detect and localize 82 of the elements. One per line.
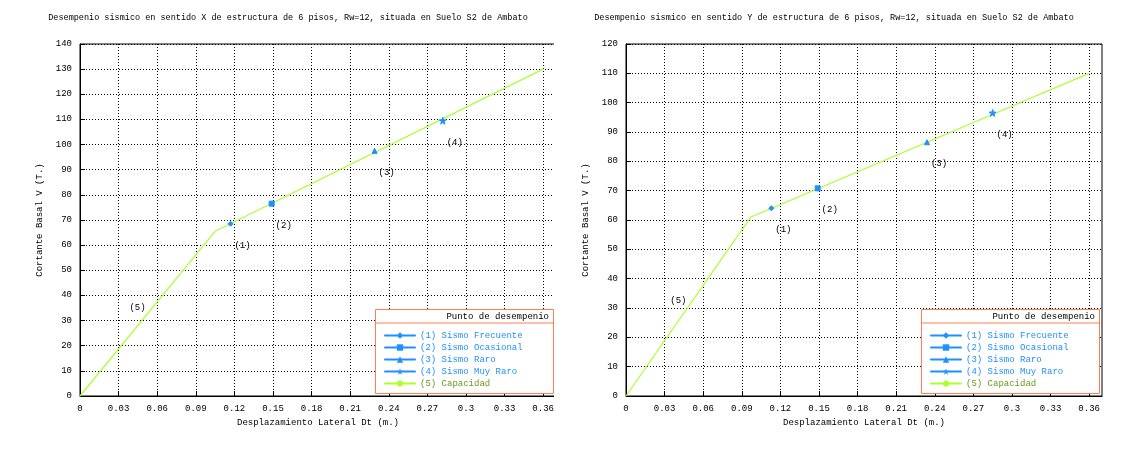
x-tick-label: 0.3 (1003, 403, 1021, 414)
y-tick-label: 10 (607, 361, 618, 372)
y-tick-label: 50 (607, 244, 618, 255)
x-tick-label: 0.15 (262, 403, 284, 414)
y-tick-label: 0 (66, 391, 72, 401)
y-tick-label: 50 (61, 265, 72, 276)
x-tick-label: 0.18 (300, 403, 323, 414)
x-tick-label: 0.24 (377, 403, 400, 414)
legend-title: Punto de desempenio (446, 311, 550, 322)
y-tick-label: 80 (607, 156, 618, 167)
y-tick-label: 10 (61, 365, 72, 376)
y-tick-label: 60 (607, 215, 618, 225)
x-tick-label: 0.27 (416, 403, 439, 414)
y-tick-label: 20 (607, 332, 618, 343)
x-tick-label: 0.03 (107, 403, 130, 414)
legend-label: (5) Capacidad (966, 378, 1037, 389)
legend-label: (3) Sismo Raro (966, 354, 1042, 365)
y-tick-label: 100 (55, 139, 72, 150)
x-tick-label: 0.03 (653, 403, 676, 414)
y-tick-label: 0 (612, 391, 618, 401)
x-tick-label: 0.27 (962, 403, 985, 414)
y-tick-label: 110 (601, 68, 618, 79)
x-tick-label: 0.06 (692, 403, 714, 414)
legend-label: (1) Sismo Frecuente (420, 330, 523, 341)
annotation: (5) (129, 302, 146, 313)
legend-label: (4) Sismo Muy Raro (420, 366, 518, 377)
y-axis-title: Cortante Basal V (T.) (581, 163, 592, 277)
x-tick-label: 0.06 (146, 403, 168, 414)
y-tick-label: 110 (55, 114, 72, 125)
x-tick-label: 0.3 (457, 403, 475, 414)
chart-title: Desempenio sismico en sentido X de estructura de 6 pisos, Rw=12, situada en Suelo S2 de Ambato (48, 12, 528, 23)
y-tick-label: 120 (55, 89, 72, 100)
y-axis-title: Cortante Basal V (T.) (35, 163, 46, 277)
annotation: (4) (446, 137, 463, 148)
legend-label: (1) Sismo Frecuente (966, 330, 1069, 341)
x-tick-label: 0.15 (808, 403, 830, 414)
legend-label: (5) Capacidad (420, 378, 491, 389)
x-tick-label: 0.33 (493, 403, 516, 414)
x-tick-label: 0.12 (223, 403, 246, 414)
annotation: (2) (275, 220, 292, 231)
y-tick-label: 120 (601, 39, 618, 49)
x-tick-label: 0 (77, 403, 83, 414)
x-axis-title: Desplazamiento Lateral Dt (m.) (236, 417, 400, 428)
annotation: (1) (775, 225, 792, 236)
y-tick-label: 40 (61, 290, 72, 301)
y-tick-label: 70 (61, 215, 72, 225)
legend-label: (3) Sismo Raro (420, 354, 496, 365)
legend-label: (4) Sismo Muy Raro (966, 366, 1064, 377)
y-tick-label: 100 (601, 97, 618, 108)
x-tick-label: 0.12 (769, 403, 792, 414)
x-tick-label: 0.36 (1078, 403, 1100, 414)
y-tick-label: 80 (61, 189, 72, 200)
legend-label: (2) Sismo Ocasional (966, 342, 1069, 353)
y-tick-label: 40 (607, 273, 618, 284)
x-tick-label: 0 (623, 403, 629, 414)
x-tick-label: 0.21 (885, 403, 907, 414)
annotation: (3) (930, 159, 948, 170)
annotation: (5) (670, 295, 687, 306)
x-axis-title: Desplazamiento Lateral Dt (m.) (782, 417, 946, 428)
legend-label: (2) Sismo Ocasional (420, 342, 523, 353)
legend-title: Punto de desempenio (992, 311, 1096, 322)
x-tick-label: 0.09 (730, 403, 753, 414)
y-tick-label: 90 (607, 127, 618, 137)
y-tick-label: 30 (607, 303, 618, 313)
x-tick-label: 0.36 (532, 403, 554, 414)
annotation: (2) (821, 205, 838, 216)
x-tick-label: 0.21 (339, 403, 361, 414)
x-tick-label: 0.24 (923, 403, 946, 414)
annotation: (3) (378, 167, 395, 178)
point (438, 116, 447, 125)
chart-title: Desempenio sismico en sentido Y de estructura de 6 pisos, Rw=12, situada en Suelo S2 de Ambato (594, 12, 1074, 23)
x-tick-label: 0.18 (846, 403, 869, 414)
y-tick-label: 60 (61, 240, 72, 251)
x-tick-label: 0.33 (1039, 403, 1062, 414)
y-tick-label: 20 (61, 340, 72, 351)
y-tick-label: 30 (61, 315, 72, 326)
y-tick-label: 130 (55, 64, 72, 75)
point (988, 108, 997, 117)
y-tick-label: 90 (61, 164, 72, 175)
y-tick-label: 140 (55, 39, 72, 49)
y-tick-label: 70 (607, 185, 618, 196)
x-tick-label: 0.09 (184, 403, 207, 414)
